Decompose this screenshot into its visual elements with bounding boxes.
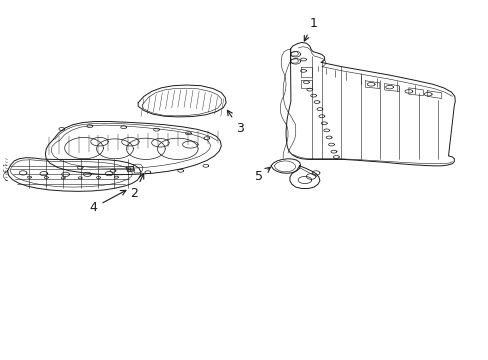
Text: 3: 3 — [227, 110, 243, 135]
Text: 2: 2 — [130, 174, 143, 200]
Text: 1: 1 — [304, 17, 316, 41]
Text: 5: 5 — [254, 167, 270, 183]
Text: 4: 4 — [89, 190, 125, 214]
